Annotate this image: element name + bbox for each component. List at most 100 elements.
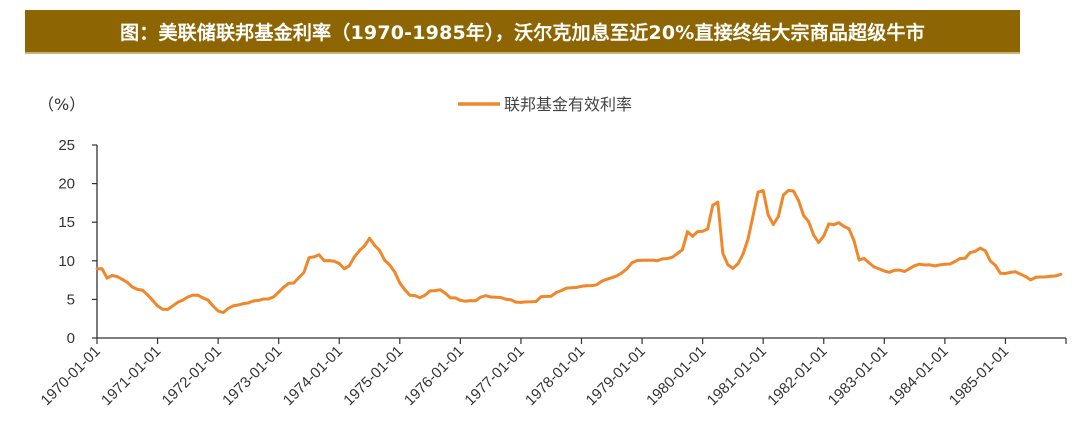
data-point [257,299,260,302]
data-point [887,270,891,274]
data-point [110,274,114,277]
data-point [161,307,165,311]
data-point [272,295,276,299]
data-point [938,263,942,267]
x-tick-label: 1977-01-01 [461,343,527,409]
data-point [832,223,836,227]
data-point [499,296,503,299]
data-point [231,304,235,308]
data-point [681,248,684,252]
data-point [958,257,962,260]
data-point [686,230,689,234]
data-point [867,261,871,265]
data-point [120,277,124,281]
x-tick-label: 1975-01-01 [340,343,406,409]
data-point [247,301,250,305]
data-point [862,257,866,260]
data-point [95,267,99,271]
x-tick-label: 1980-01-01 [643,343,709,409]
x-tick-label: 1974-01-01 [280,343,346,409]
data-point [837,221,841,225]
data-point [156,304,159,308]
data-point [716,200,720,204]
x-tick-label: 1978-01-01 [522,343,588,409]
data-point [105,276,109,280]
data-point [534,300,538,303]
data-point [484,294,488,298]
data-point [751,214,755,218]
data-point [443,291,447,295]
data-point [327,259,331,262]
data-point [655,259,659,263]
data-point [519,301,523,304]
data-point [171,304,175,308]
data-point [882,269,886,273]
series-line-fed-funds-rate [97,189,1062,315]
data-point [453,296,457,300]
y-axis-unit: （%） [38,95,85,114]
data-point [524,300,528,304]
data-point [186,295,190,299]
data-point [600,279,604,283]
data-point [352,255,356,259]
data-point [812,233,816,237]
data-point [933,264,937,268]
data-point [302,271,306,274]
data-point [1009,270,1012,274]
data-point [585,284,588,288]
data-point [368,236,371,240]
data-point [787,189,790,192]
data-point [292,281,296,285]
data-point [469,299,472,303]
data-point [842,225,846,228]
data-point [408,293,412,297]
data-point [282,285,286,289]
data-point [393,270,397,274]
data-point [575,285,578,289]
data-point [781,193,785,197]
data-point [322,259,326,263]
data-point [100,267,104,271]
data-point [236,303,240,307]
data-point [388,263,392,267]
x-tick-label: 1985-01-01 [946,343,1012,409]
data-point [332,259,336,263]
data-point [226,307,230,310]
data-point [176,300,180,304]
data-point [731,266,735,270]
y-tick-label: 15 [58,214,75,231]
data-point [433,289,437,292]
data-point [797,199,800,202]
data-point [913,264,916,268]
data-point [141,288,144,292]
data-point [675,252,679,255]
data-point [701,229,705,233]
data-point [1004,272,1007,275]
data-point [721,251,725,255]
data-point [640,258,644,262]
data-point [691,234,694,238]
data-point [898,268,901,272]
data-point [191,293,195,297]
data-point [494,295,498,299]
data-point [539,295,543,299]
data-point [650,258,654,262]
data-point [312,255,316,259]
data-point [943,262,947,266]
data-point [363,244,366,248]
data-point [998,271,1002,275]
data-point [549,294,553,298]
data-point [872,265,876,269]
data-point [297,276,301,279]
y-tick-label: 25 [58,137,75,154]
data-point [746,237,750,241]
data-point [458,299,462,302]
data-point [726,263,730,267]
data-point [398,281,402,285]
data-point [1054,274,1058,278]
data-point [146,293,149,297]
data-point [1039,275,1043,279]
data-point [852,239,856,243]
data-point [1024,275,1028,278]
x-tick-label: 1984-01-01 [885,343,951,409]
